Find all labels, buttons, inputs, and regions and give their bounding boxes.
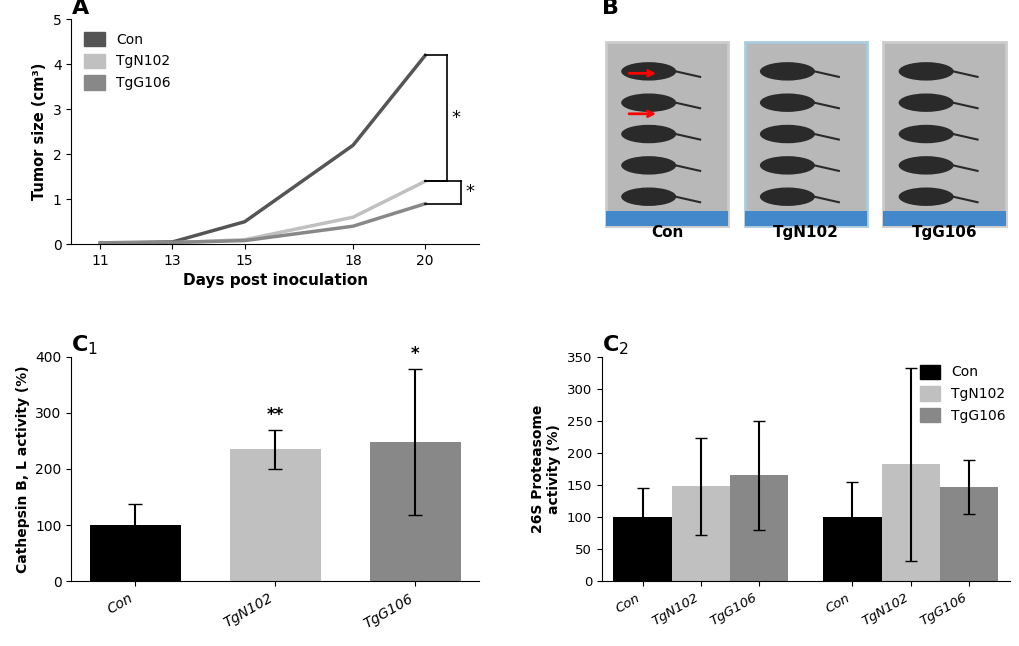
Text: C$_2$: C$_2$ (601, 333, 628, 357)
X-axis label: Days post inoculation: Days post inoculation (182, 273, 368, 289)
Bar (90, 525, 180, 581)
Text: C$_1$: C$_1$ (71, 333, 98, 357)
Text: B: B (601, 0, 619, 18)
Bar (882, 211, 1005, 226)
Text: Con: Con (650, 225, 683, 240)
Ellipse shape (898, 94, 953, 112)
Y-axis label: Tumor size (cm³): Tumor size (cm³) (33, 63, 47, 200)
Bar (672, 486, 730, 581)
Ellipse shape (621, 94, 676, 112)
Text: TgN102: TgN102 (772, 225, 838, 240)
Bar (370, 442, 461, 581)
Y-axis label: Cathepsin B, L activity (%): Cathepsin B, L activity (%) (15, 365, 30, 573)
Bar (229, 450, 321, 581)
Bar (730, 475, 788, 581)
Ellipse shape (621, 62, 676, 81)
Bar (605, 211, 728, 226)
Bar (605, 42, 728, 226)
Ellipse shape (759, 62, 814, 81)
Ellipse shape (898, 187, 953, 206)
Bar (744, 211, 866, 226)
Ellipse shape (621, 156, 676, 174)
Ellipse shape (621, 125, 676, 143)
Text: *: * (450, 109, 460, 127)
Ellipse shape (759, 156, 814, 174)
Ellipse shape (898, 156, 953, 174)
Bar (880, 464, 938, 581)
Ellipse shape (621, 187, 676, 206)
Bar (822, 517, 880, 581)
Bar (612, 517, 672, 581)
Legend: Con, TgN102, TgG106: Con, TgN102, TgG106 (78, 26, 176, 96)
Ellipse shape (759, 94, 814, 112)
Ellipse shape (898, 125, 953, 143)
Text: *: * (466, 183, 474, 202)
Ellipse shape (759, 187, 814, 206)
Text: TgG106: TgG106 (911, 225, 976, 240)
Bar (744, 42, 866, 226)
Text: A: A (71, 0, 89, 18)
Text: *: * (411, 346, 419, 363)
Text: **: ** (267, 406, 283, 424)
Ellipse shape (759, 125, 814, 143)
Ellipse shape (898, 62, 953, 81)
Bar (882, 42, 1005, 226)
Bar (938, 487, 998, 581)
Legend: Con, TgN102, TgG106: Con, TgN102, TgG106 (914, 359, 1010, 428)
Y-axis label: 26S Proteasome
activity (%): 26S Proteasome activity (%) (531, 405, 560, 533)
